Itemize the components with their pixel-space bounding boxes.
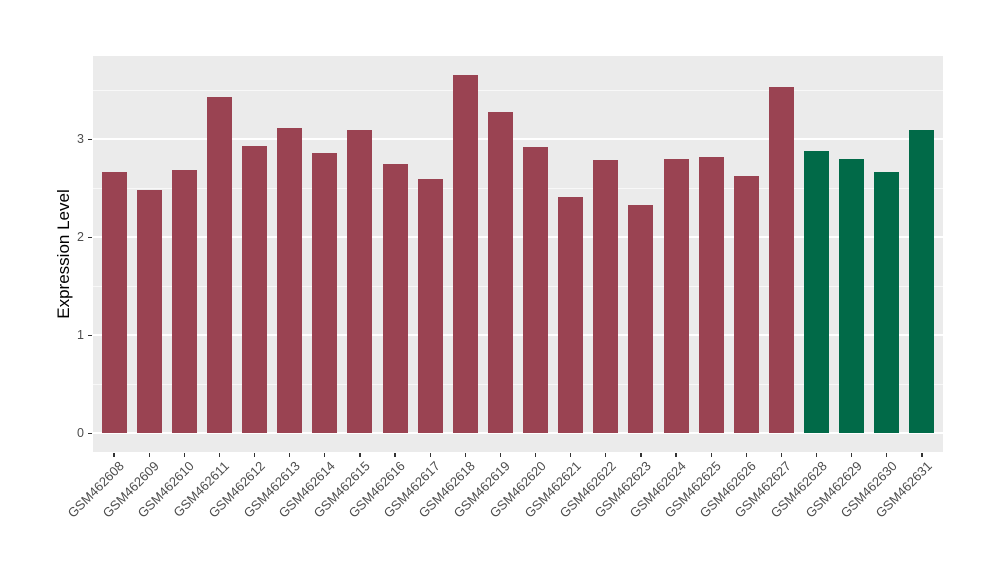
bar-GSM462619 xyxy=(487,111,513,434)
x-tick-mark xyxy=(780,452,783,457)
bar-GSM462616 xyxy=(382,163,408,434)
x-tick-mark xyxy=(745,452,747,457)
x-tick-mark xyxy=(815,452,818,457)
x-tick-mark xyxy=(534,452,537,457)
x-tick-mark xyxy=(148,452,150,457)
bar-GSM462624 xyxy=(663,158,689,434)
bar-GSM462628 xyxy=(804,151,830,434)
bar-GSM462611 xyxy=(206,97,232,434)
y-tick-label: 0 xyxy=(77,425,84,440)
y-tick-label: 3 xyxy=(77,131,84,146)
x-tick-mark xyxy=(570,452,572,457)
x-tick-mark xyxy=(921,452,923,457)
bar-GSM462617 xyxy=(417,178,443,434)
bar-GSM462612 xyxy=(242,146,268,434)
x-tick-mark xyxy=(183,452,185,457)
gridline-major xyxy=(93,236,943,239)
y-tick-mark xyxy=(87,138,92,140)
y-tick-label: 1 xyxy=(77,327,84,342)
x-tick-mark xyxy=(640,452,642,457)
y-tick-mark xyxy=(87,432,92,434)
bar-GSM462623 xyxy=(628,204,654,434)
x-tick-mark xyxy=(253,452,256,457)
x-tick-mark xyxy=(359,452,361,457)
x-tick-mark xyxy=(218,452,221,457)
x-tick-mark xyxy=(710,452,712,457)
bar-GSM462613 xyxy=(277,127,303,434)
bar-GSM462609 xyxy=(136,190,162,434)
y-tick-label: 2 xyxy=(77,229,84,244)
bar-GSM462614 xyxy=(312,153,338,434)
gridline-minor xyxy=(93,383,943,385)
gridline-minor xyxy=(93,89,943,91)
x-tick-mark xyxy=(394,452,396,457)
x-tick-mark xyxy=(113,452,115,457)
y-axis-title: Expression Level xyxy=(54,189,73,319)
gridline-minor xyxy=(93,285,943,287)
x-tick-mark xyxy=(324,452,326,457)
bar-GSM462629 xyxy=(839,158,865,434)
bar-GSM462625 xyxy=(698,156,724,434)
bar-GSM462627 xyxy=(768,87,794,434)
bar-GSM462608 xyxy=(101,171,127,434)
bar-GSM462620 xyxy=(523,147,549,434)
x-tick-mark xyxy=(886,452,888,457)
bar-GSM462631 xyxy=(909,130,935,434)
bar-GSM462618 xyxy=(452,74,478,434)
bar-GSM462615 xyxy=(347,130,373,434)
bar-GSM462630 xyxy=(874,171,900,434)
bar-GSM462622 xyxy=(593,159,619,434)
gridline-major xyxy=(93,432,943,435)
bar-GSM462621 xyxy=(558,197,584,434)
y-tick-mark xyxy=(87,334,92,336)
gridline-major xyxy=(93,138,943,141)
x-tick-mark xyxy=(605,452,607,457)
x-tick-mark xyxy=(499,452,502,457)
gridline-minor xyxy=(93,187,943,189)
x-tick-mark xyxy=(429,452,431,457)
bar-GSM462610 xyxy=(171,169,197,434)
y-tick-mark xyxy=(87,236,92,238)
x-tick-mark xyxy=(675,452,677,457)
gridline-major xyxy=(93,334,943,337)
x-tick-mark xyxy=(464,452,466,457)
plot-area xyxy=(93,56,943,452)
bar-GSM462626 xyxy=(733,175,759,434)
x-tick-mark xyxy=(289,452,291,457)
x-tick-mark xyxy=(851,452,853,457)
